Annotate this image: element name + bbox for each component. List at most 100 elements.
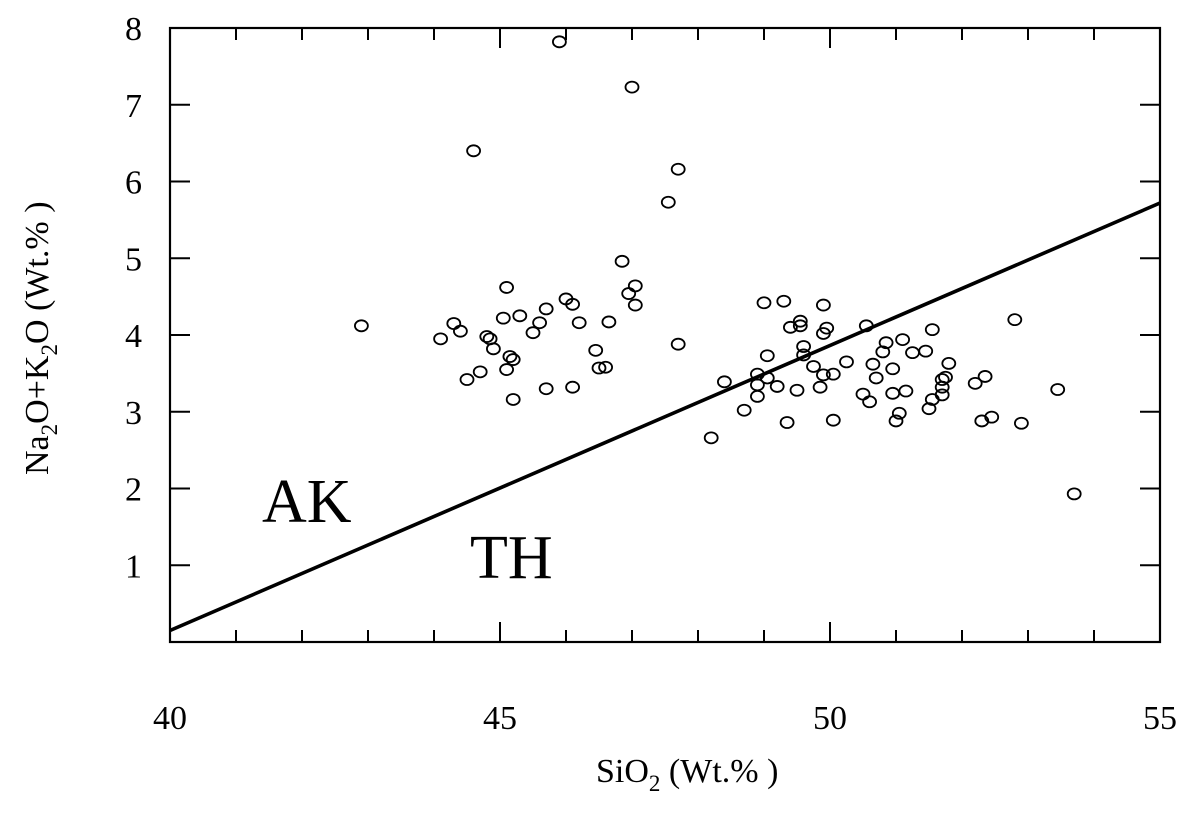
data-point bbox=[862, 395, 877, 409]
data-point bbox=[783, 320, 798, 334]
data-point bbox=[796, 348, 811, 362]
data-point bbox=[984, 410, 1000, 424]
data-point bbox=[858, 319, 874, 333]
data-point bbox=[670, 162, 686, 176]
x-tick-label: 45 bbox=[483, 700, 517, 737]
y-tick-label: 8 bbox=[125, 11, 142, 48]
data-point bbox=[756, 296, 772, 310]
data-point bbox=[433, 332, 449, 346]
data-point bbox=[977, 370, 993, 383]
x-tick-label: 55 bbox=[1143, 700, 1177, 737]
x-tick-label: 50 bbox=[813, 700, 847, 737]
data-point bbox=[624, 80, 640, 94]
y-axis-tick-labels: 1 2 3 4 5 6 7 8 bbox=[125, 11, 142, 585]
data-point bbox=[895, 333, 910, 347]
x-tick-label: 40 bbox=[153, 700, 187, 737]
data-point bbox=[621, 287, 637, 300]
plot-frame bbox=[168, 26, 1162, 644]
data-point bbox=[466, 144, 482, 158]
data-point bbox=[789, 383, 805, 397]
data-point bbox=[502, 350, 518, 363]
data-point bbox=[538, 382, 554, 396]
y-tick-label: 1 bbox=[125, 548, 142, 585]
y-axis-title: Na2O+K2O (Wt.% ) bbox=[19, 201, 62, 475]
data-point bbox=[591, 361, 607, 375]
data-point bbox=[571, 316, 587, 330]
data-point bbox=[878, 336, 894, 350]
x-axis-title-rest: (Wt.% ) bbox=[660, 753, 778, 790]
y-tick-label: 6 bbox=[125, 165, 142, 202]
data-point bbox=[825, 413, 841, 427]
data-point bbox=[769, 380, 785, 393]
data-point bbox=[885, 386, 901, 400]
divider-line bbox=[169, 201, 1161, 633]
data-point bbox=[898, 384, 914, 398]
data-point bbox=[601, 315, 617, 329]
data-point bbox=[472, 365, 488, 379]
data-point bbox=[459, 373, 475, 386]
data-point bbox=[660, 195, 676, 209]
data-point bbox=[868, 371, 884, 385]
data-point bbox=[512, 309, 528, 323]
data-point bbox=[532, 316, 547, 330]
x-axis-title-base: SiO bbox=[596, 753, 649, 790]
data-point bbox=[885, 362, 901, 376]
x-axis-title-sub: 2 bbox=[649, 771, 661, 796]
data-point bbox=[792, 319, 808, 333]
data-point bbox=[806, 360, 821, 373]
data-point bbox=[905, 346, 920, 360]
y-axis-title-b-sub: 2 bbox=[37, 344, 62, 356]
y-tick-label: 5 bbox=[125, 241, 142, 278]
data-point bbox=[967, 376, 983, 390]
data-point bbox=[888, 414, 904, 428]
data-point bbox=[452, 324, 468, 338]
data-point bbox=[1050, 383, 1066, 396]
data-point bbox=[736, 403, 752, 417]
x-axis-tick-labels: 40 45 50 55 bbox=[153, 700, 1177, 737]
data-point bbox=[499, 363, 515, 376]
data-point bbox=[552, 35, 567, 49]
data-point bbox=[924, 323, 940, 337]
x-axis-title: SiO2 (Wt.% ) bbox=[596, 753, 778, 796]
data-point bbox=[839, 355, 854, 369]
region-label-ak: AK bbox=[262, 468, 352, 536]
data-point bbox=[505, 353, 521, 366]
data-point bbox=[588, 343, 604, 357]
data-point bbox=[918, 344, 934, 358]
y-tick-label: 2 bbox=[125, 472, 142, 509]
data-point bbox=[759, 371, 775, 385]
data-point bbox=[891, 406, 907, 420]
data-point bbox=[614, 254, 630, 268]
data-point bbox=[598, 360, 613, 374]
data-point bbox=[934, 388, 950, 402]
data-point bbox=[479, 330, 495, 343]
data-point bbox=[816, 368, 831, 382]
y-axis-title-a-sub: 2 bbox=[37, 424, 62, 436]
data-point bbox=[485, 342, 501, 356]
region-label-th: TH bbox=[470, 524, 553, 592]
data-point bbox=[538, 302, 554, 316]
data-point bbox=[1014, 416, 1029, 430]
data-point bbox=[816, 298, 831, 312]
data-point bbox=[446, 317, 462, 330]
y-tick-label: 4 bbox=[125, 318, 142, 355]
data-point bbox=[865, 357, 881, 371]
data-point bbox=[825, 367, 841, 381]
data-point bbox=[796, 340, 811, 353]
data-point bbox=[779, 416, 795, 429]
x-axis-ticks bbox=[169, 28, 1161, 642]
data-point bbox=[759, 349, 775, 363]
data-point bbox=[855, 387, 871, 401]
data-point bbox=[565, 297, 580, 311]
data-point bbox=[495, 311, 511, 325]
data-point bbox=[1007, 313, 1023, 327]
data-point bbox=[1066, 487, 1082, 501]
y-tick-label: 3 bbox=[125, 395, 142, 432]
data-point bbox=[938, 370, 953, 384]
data-point bbox=[717, 375, 732, 389]
data-point bbox=[921, 402, 937, 416]
data-point bbox=[627, 298, 643, 312]
data-point bbox=[819, 321, 835, 335]
y-axis-title-c: O (Wt.% ) bbox=[19, 201, 56, 344]
